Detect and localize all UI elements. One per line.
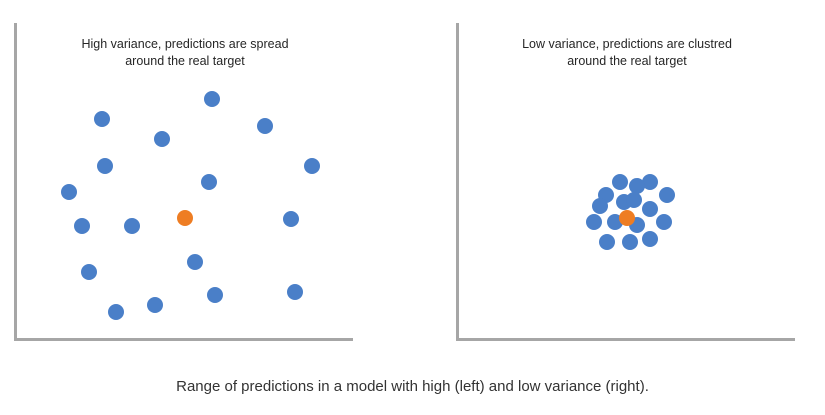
target-point	[619, 210, 635, 226]
prediction-point	[659, 187, 675, 203]
prediction-point	[187, 254, 203, 270]
y-axis-line	[456, 23, 459, 341]
prediction-point	[612, 174, 628, 190]
prediction-point	[204, 91, 220, 107]
high-variance-panel: High variance, predictions are spread ar…	[0, 0, 360, 350]
prediction-point	[629, 178, 645, 194]
prediction-point	[642, 174, 658, 190]
prediction-point	[257, 118, 273, 134]
y-axis-line	[14, 23, 17, 341]
low-variance-panel: Low variance, predictions are clustred a…	[440, 0, 810, 350]
prediction-point	[304, 158, 320, 174]
prediction-point	[283, 211, 299, 227]
high-variance-title: High variance, predictions are spread ar…	[81, 37, 289, 68]
prediction-point	[154, 131, 170, 147]
figure-caption: Range of predictions in a model with hig…	[176, 378, 649, 395]
prediction-point	[124, 218, 140, 234]
target-point	[177, 210, 193, 226]
prediction-point	[94, 111, 110, 127]
prediction-point	[201, 174, 217, 190]
prediction-point	[656, 214, 672, 230]
prediction-point	[626, 192, 642, 208]
prediction-point	[592, 198, 608, 214]
prediction-point	[74, 218, 90, 234]
prediction-point	[147, 297, 163, 313]
prediction-point	[642, 201, 658, 217]
prediction-point	[97, 158, 113, 174]
prediction-point	[642, 231, 658, 247]
prediction-point	[586, 214, 602, 230]
prediction-point	[622, 234, 638, 250]
prediction-point	[61, 184, 77, 200]
x-axis-line	[456, 338, 795, 341]
low-variance-title: Low variance, predictions are clustred a…	[522, 37, 732, 68]
x-axis-line	[14, 338, 353, 341]
prediction-point	[108, 304, 124, 320]
prediction-point	[207, 287, 223, 303]
prediction-point	[81, 264, 97, 280]
prediction-point	[599, 234, 615, 250]
prediction-point	[287, 284, 303, 300]
